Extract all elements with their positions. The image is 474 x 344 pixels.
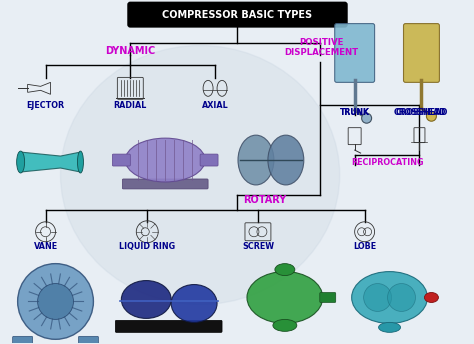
Text: LOBE: LOBE [353, 242, 376, 251]
Ellipse shape [171, 284, 217, 322]
Ellipse shape [121, 281, 171, 319]
Circle shape [362, 113, 372, 123]
FancyBboxPatch shape [335, 24, 374, 82]
Text: RADIAL: RADIAL [114, 101, 147, 110]
FancyBboxPatch shape [128, 3, 346, 26]
Ellipse shape [379, 322, 401, 332]
FancyBboxPatch shape [200, 154, 218, 166]
Polygon shape [21, 152, 81, 172]
Text: VANE: VANE [34, 242, 58, 251]
Circle shape [427, 111, 437, 121]
FancyBboxPatch shape [112, 154, 130, 166]
Text: AXIAL: AXIAL [202, 101, 228, 110]
FancyBboxPatch shape [13, 336, 33, 344]
Text: CROSSHEAD: CROSSHEAD [393, 108, 446, 117]
Text: POSITIVE
DISPLACEMENT: POSITIVE DISPLACEMENT [285, 38, 359, 57]
Text: EJECTOR: EJECTOR [27, 101, 64, 110]
Text: CROSSHEAD: CROSSHEAD [395, 108, 447, 117]
Ellipse shape [352, 272, 428, 323]
Text: RECIPROCATING: RECIPROCATING [351, 158, 424, 166]
FancyBboxPatch shape [403, 24, 439, 82]
Circle shape [364, 283, 392, 311]
FancyBboxPatch shape [79, 336, 99, 344]
Ellipse shape [125, 138, 205, 182]
Ellipse shape [275, 264, 295, 276]
Text: DYNAMIC: DYNAMIC [105, 46, 155, 56]
Text: SCREW: SCREW [242, 242, 274, 251]
Ellipse shape [424, 292, 438, 302]
Ellipse shape [238, 135, 274, 185]
Ellipse shape [17, 151, 25, 173]
FancyBboxPatch shape [320, 292, 336, 302]
Circle shape [18, 264, 93, 339]
Circle shape [37, 283, 73, 319]
Ellipse shape [77, 151, 83, 173]
Ellipse shape [273, 319, 297, 331]
FancyBboxPatch shape [115, 320, 222, 332]
FancyBboxPatch shape [122, 179, 208, 189]
Text: TRUNK: TRUNK [340, 108, 370, 117]
Ellipse shape [247, 272, 323, 323]
Text: LIQUID RING: LIQUID RING [119, 242, 175, 251]
Ellipse shape [61, 45, 340, 304]
Text: COMPRESSOR BASIC TYPES: COMPRESSOR BASIC TYPES [162, 10, 312, 20]
Text: TRUNK: TRUNK [340, 108, 370, 117]
Ellipse shape [268, 135, 304, 185]
Circle shape [388, 283, 416, 311]
Text: ROTARY: ROTARY [243, 195, 287, 205]
